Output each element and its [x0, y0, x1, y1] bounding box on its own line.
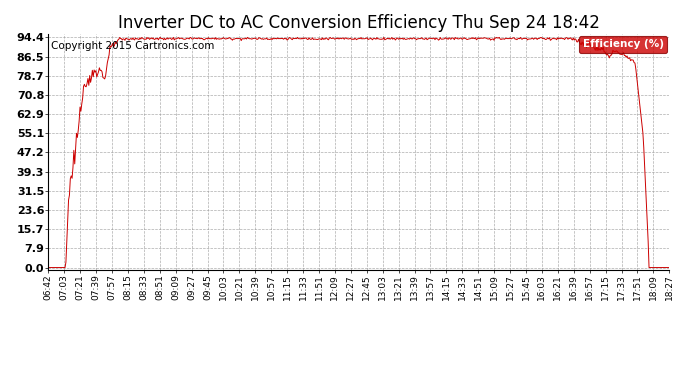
Title: Inverter DC to AC Conversion Efficiency Thu Sep 24 18:42: Inverter DC to AC Conversion Efficiency … — [118, 14, 600, 32]
Text: Copyright 2015 Cartronics.com: Copyright 2015 Cartronics.com — [51, 41, 215, 51]
Legend: Efficiency (%): Efficiency (%) — [579, 36, 667, 53]
